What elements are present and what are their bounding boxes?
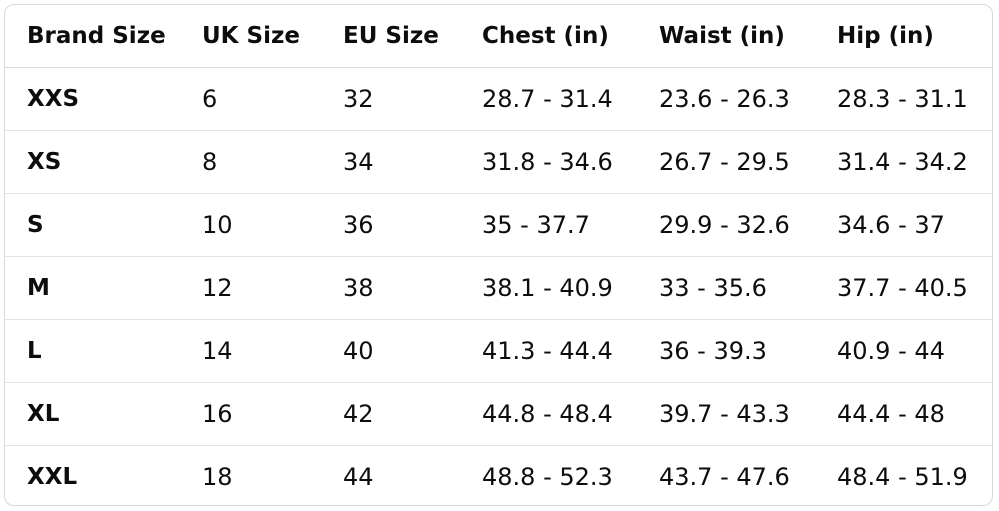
header-row: Brand Size UK Size EU Size Chest (in) Wa… [5,5,992,68]
uk-size-cell: 8 [180,130,321,194]
eu-size-cell: 42 [321,382,460,446]
waist-cell: 26.7 - 29.5 [637,130,815,194]
eu-size-cell: 34 [321,130,460,194]
hip-cell: 44.4 - 48 [815,382,992,446]
header-chest: Chest (in) [460,5,637,68]
eu-size-cell: 36 [321,193,460,257]
chest-cell: 44.8 - 48.4 [460,382,637,446]
table-row: M 12 38 38.1 - 40.9 33 - 35.6 37.7 - 40.… [5,256,992,320]
uk-size-cell: 10 [180,193,321,257]
brand-size-cell: XS [5,130,180,194]
chest-cell: 48.8 - 52.3 [482,463,613,491]
header-brand-size: Brand Size [5,5,180,68]
brand-size-cell: XL [5,382,180,446]
eu-size-cell: 32 [321,67,460,131]
uk-size-cell: 16 [180,382,321,446]
waist-cell: 29.9 - 32.6 [637,193,815,257]
table-row: XXL 18 44 48.8 - 52.3 43.7 - 47.6 48.4 -… [5,446,992,506]
eu-size-cell: 40 [321,319,460,383]
hip-cell: 37.7 - 40.5 [815,256,992,320]
waist-cell: 43.7 - 47.6 [659,463,790,491]
brand-size-cell: S [5,193,180,257]
table-row: L 14 40 41.3 - 44.4 36 - 39.3 40.9 - 44 [5,319,992,383]
table-row: XXS 6 32 28.7 - 31.4 23.6 - 26.3 28.3 - … [5,67,992,131]
header-hip: Hip (in) [815,5,992,68]
hip-cell: 40.9 - 44 [815,319,992,383]
header-waist: Waist (in) [637,5,815,68]
hip-cell: 34.6 - 37 [815,193,992,257]
uk-size-cell: 18 [202,463,233,491]
hip-cell: 31.4 - 34.2 [815,130,992,194]
table-row: XL 16 42 44.8 - 48.4 39.7 - 43.3 44.4 - … [5,382,992,446]
uk-size-cell: 12 [180,256,321,320]
chest-cell: 35 - 37.7 [460,193,637,257]
uk-size-cell: 6 [180,67,321,131]
brand-size-cell: XXL [27,463,78,490]
waist-cell: 39.7 - 43.3 [637,382,815,446]
header-uk-size: UK Size [180,5,321,68]
hip-cell: 48.4 - 51.9 [837,463,968,491]
brand-size-cell: XXS [5,67,180,131]
brand-size-cell: M [5,256,180,320]
uk-size-cell: 14 [180,319,321,383]
waist-cell: 36 - 39.3 [637,319,815,383]
table-row: XS 8 34 31.8 - 34.6 26.7 - 29.5 31.4 - 3… [5,130,992,194]
brand-size-cell: L [5,319,180,383]
chest-cell: 38.1 - 40.9 [460,256,637,320]
waist-cell: 23.6 - 26.3 [637,67,815,131]
size-chart-table: Brand Size UK Size EU Size Chest (in) Wa… [5,5,992,506]
table-row: S 10 36 35 - 37.7 29.9 - 32.6 34.6 - 37 [5,193,992,257]
chest-cell: 28.7 - 31.4 [460,67,637,131]
hip-cell: 28.3 - 31.1 [815,67,992,131]
waist-cell: 33 - 35.6 [637,256,815,320]
eu-size-cell: 44 [343,463,374,491]
header-eu-size: EU Size [321,5,460,68]
chest-cell: 41.3 - 44.4 [460,319,637,383]
eu-size-cell: 38 [321,256,460,320]
chest-cell: 31.8 - 34.6 [460,130,637,194]
size-chart: Brand Size UK Size EU Size Chest (in) Wa… [4,4,993,506]
